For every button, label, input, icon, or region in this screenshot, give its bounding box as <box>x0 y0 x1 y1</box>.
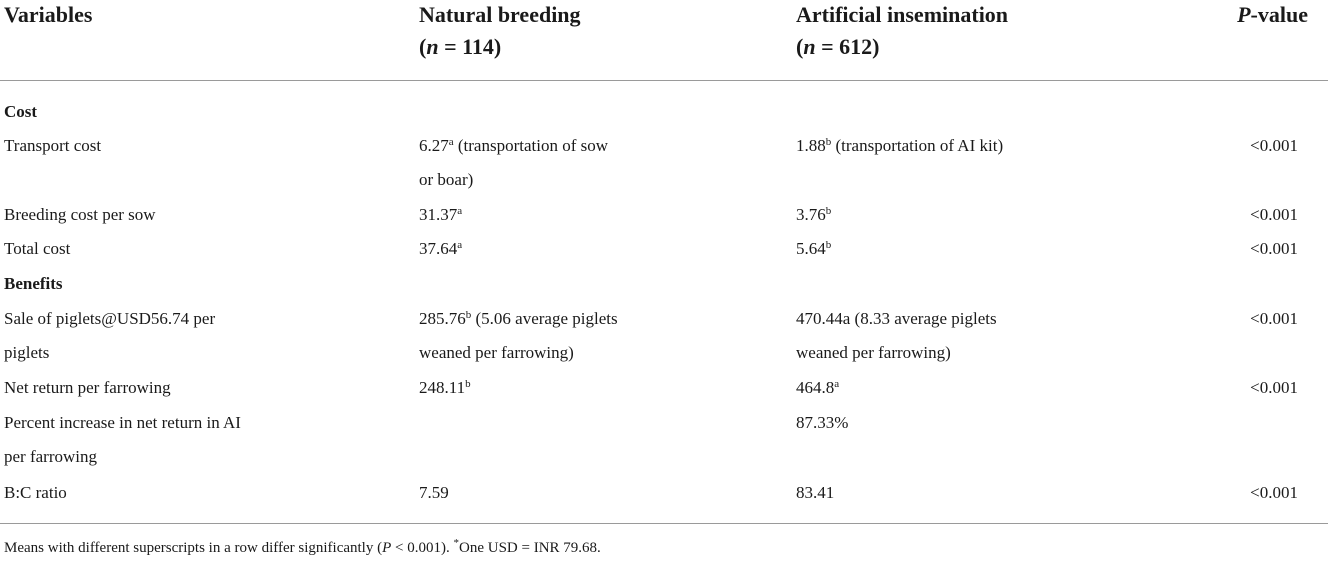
row-piglets-p: <0.001 <box>1250 309 1298 328</box>
row-bc-nb: 7.59 <box>419 483 449 502</box>
row-transport-label: Transport cost <box>4 136 102 155</box>
row-transport-p: <0.001 <box>1250 136 1298 155</box>
row-piglets-ai-cont: weaned per farrowing) <box>796 343 951 362</box>
row-transport-ai: 1.88b (transportation of AI kit) <box>796 136 1004 155</box>
header-p-value: P-value <box>1150 0 1308 30</box>
row-piglets-nb-cont: weaned per farrowing) <box>419 343 574 362</box>
section-cost: Cost <box>4 102 38 121</box>
row-piglets-ai: 470.44a (8.33 average piglets <box>796 309 997 328</box>
header-ai-n: (n = 612) <box>796 34 880 59</box>
row-percent-ai: 87.33% <box>796 413 849 432</box>
row-net-return-ai: 464.8a <box>796 378 840 397</box>
row-net-return-label: Net return per farrowing <box>4 378 171 397</box>
header-artificial-insemination: Artificial insemination <box>796 2 1009 27</box>
row-percent-label: Percent increase in net return in AI <box>4 413 241 432</box>
row-total-nb: 37.64a <box>419 239 463 258</box>
header-natural-n: (n = 114) <box>419 34 502 59</box>
row-breeding-ai: 3.76b <box>796 205 832 224</box>
header-variables: Variables <box>4 2 93 27</box>
row-net-return-nb: 248.11b <box>419 378 471 397</box>
ai-n-value: 612 <box>839 34 873 59</box>
p-suffix: -value <box>1250 2 1308 27</box>
row-bc-p: <0.001 <box>1250 483 1298 502</box>
p-letter: P <box>1237 2 1251 27</box>
row-total-p: <0.001 <box>1250 239 1298 258</box>
row-bc-label: B:C ratio <box>4 483 67 502</box>
row-total-ai: 5.64b <box>796 239 832 258</box>
row-percent-label-cont: per farrowing <box>4 447 97 466</box>
row-piglets-label-cont: piglets <box>4 343 50 362</box>
bottom-rule <box>0 523 1328 524</box>
header-rule <box>0 80 1328 81</box>
table-footnote: Means with different superscripts in a r… <box>4 537 601 557</box>
row-bc-ai: 83.41 <box>796 483 835 502</box>
header-natural-breeding: Natural breeding <box>419 2 581 27</box>
row-breeding-nb: 31.37a <box>419 205 463 224</box>
row-piglets-label: Sale of piglets@USD56.74 per <box>4 309 216 328</box>
row-piglets-nb: 285.76b (5.06 average piglets <box>419 309 618 328</box>
row-transport-nb: 6.27a (transportation of sow <box>419 136 609 155</box>
row-breeding-label: Breeding cost per sow <box>4 205 156 224</box>
row-transport-nb-cont: or boar) <box>419 170 474 189</box>
row-total-label: Total cost <box>4 239 71 258</box>
row-net-return-p: <0.001 <box>1250 378 1298 397</box>
row-breeding-p: <0.001 <box>1250 205 1298 224</box>
section-benefits: Benefits <box>4 274 63 293</box>
natural-n-value: 114 <box>462 34 494 59</box>
